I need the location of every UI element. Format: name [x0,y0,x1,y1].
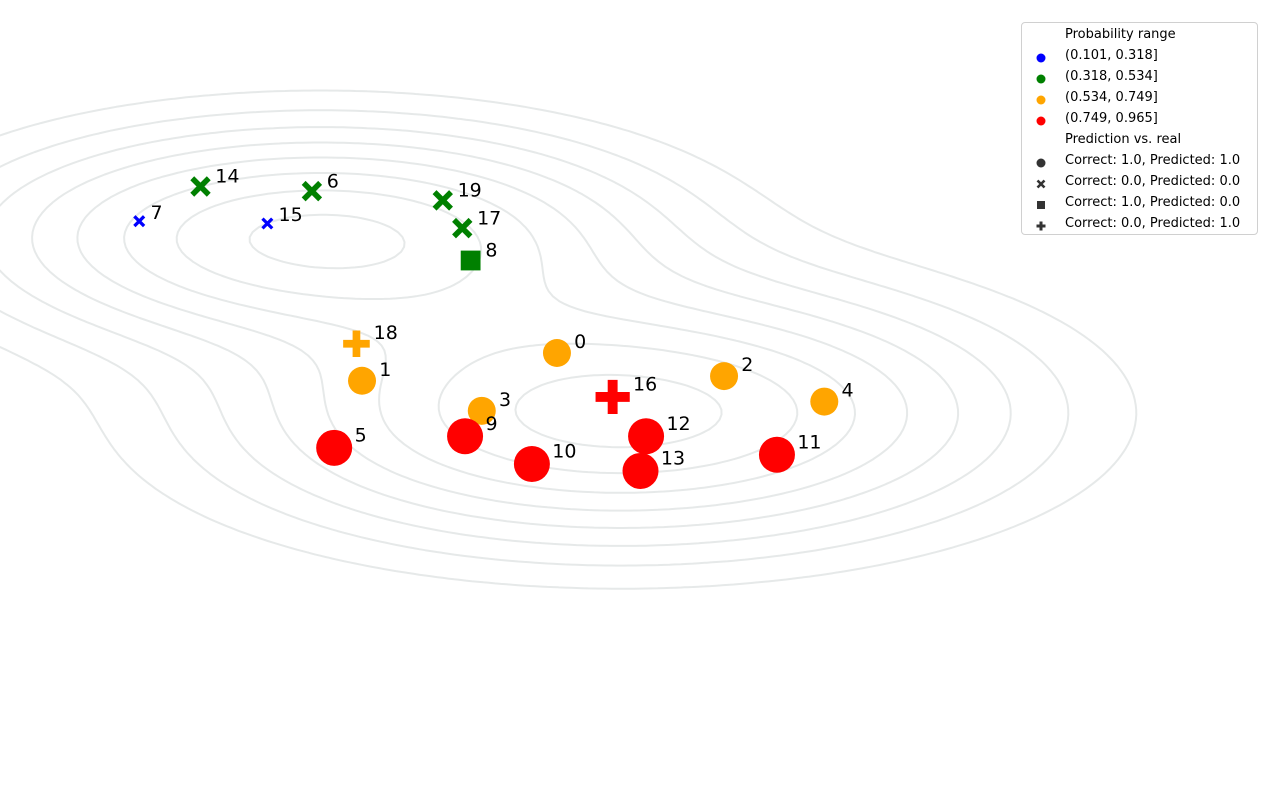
point-label-14: 14 [215,166,239,188]
square-icon [1036,198,1046,209]
data-point-8 [460,250,481,271]
circle-icon [1036,93,1046,105]
data-point-3 [467,396,496,425]
legend-color-title: Probability range [1065,27,1176,42]
point-label-10: 10 [552,441,576,463]
point-label-9: 9 [485,413,497,435]
x-icon [1036,177,1046,189]
contour-line [31,141,960,529]
density-contours [0,89,1138,590]
legend-entry: Correct: 1.0, Predicted: 1.0 [1022,152,1257,170]
data-point-9 [447,418,484,455]
plus-icon [1036,219,1046,231]
legend-shape-title: Prediction vs. real [1065,132,1182,147]
legend-entry: Correct: 0.0, Predicted: 0.0 [1022,173,1257,191]
point-label-8: 8 [485,240,497,262]
point-label-2: 2 [741,354,753,376]
legend-entry: (0.749, 0.965] [1022,110,1257,128]
data-point-10 [513,446,550,482]
data-point-2 [710,362,739,391]
data-point-17 [452,217,473,239]
point-label-7: 7 [150,202,162,224]
point-label-13: 13 [661,448,685,470]
contour-line [0,126,1012,547]
point-label-19: 19 [458,180,482,202]
point-label-15: 15 [279,204,303,226]
data-point-5 [316,429,353,466]
data-point-13 [622,452,659,489]
data-point-6 [301,180,323,202]
data-point-14 [190,176,211,197]
data-point-7 [133,215,146,228]
point-label-0: 0 [574,331,586,353]
circle-icon [1036,72,1046,84]
contour-line [76,156,909,512]
point-label-4: 4 [841,380,853,402]
point-label-11: 11 [797,431,821,453]
legend: Probability range (0.101, 0.318] (0.318,… [1021,22,1258,235]
point-label-6: 6 [327,170,339,192]
data-point-12 [628,418,665,455]
legend-entry: Correct: 1.0, Predicted: 0.0 [1022,194,1257,212]
circle-icon [1036,114,1046,126]
data-points [133,176,839,489]
legend-entry: (0.318, 0.534] [1022,68,1257,86]
data-point-0 [542,339,571,367]
contour-line [248,213,723,449]
data-point-18 [343,330,370,358]
data-point-1 [348,366,377,395]
circle-icon [1036,156,1046,168]
data-point-16 [595,379,630,415]
point-label-12: 12 [666,413,690,435]
point-label-18: 18 [374,322,398,344]
point-label-5: 5 [355,425,367,447]
contour-line [0,89,1138,590]
data-point-15 [261,217,274,230]
point-label-17: 17 [477,207,501,229]
data-point-4 [810,387,839,416]
point-label-1: 1 [379,359,391,381]
circle-icon [1036,51,1046,63]
data-point-11 [758,436,795,473]
contour-line [0,109,1070,567]
legend-entry: (0.534, 0.749] [1022,89,1257,107]
point-label-3: 3 [499,389,511,411]
legend-entry: (0.101, 0.318] [1022,47,1257,65]
legend-entry: Correct: 0.0, Predicted: 1.0 [1022,215,1257,233]
point-label-16: 16 [633,374,657,396]
data-point-19 [432,190,453,211]
